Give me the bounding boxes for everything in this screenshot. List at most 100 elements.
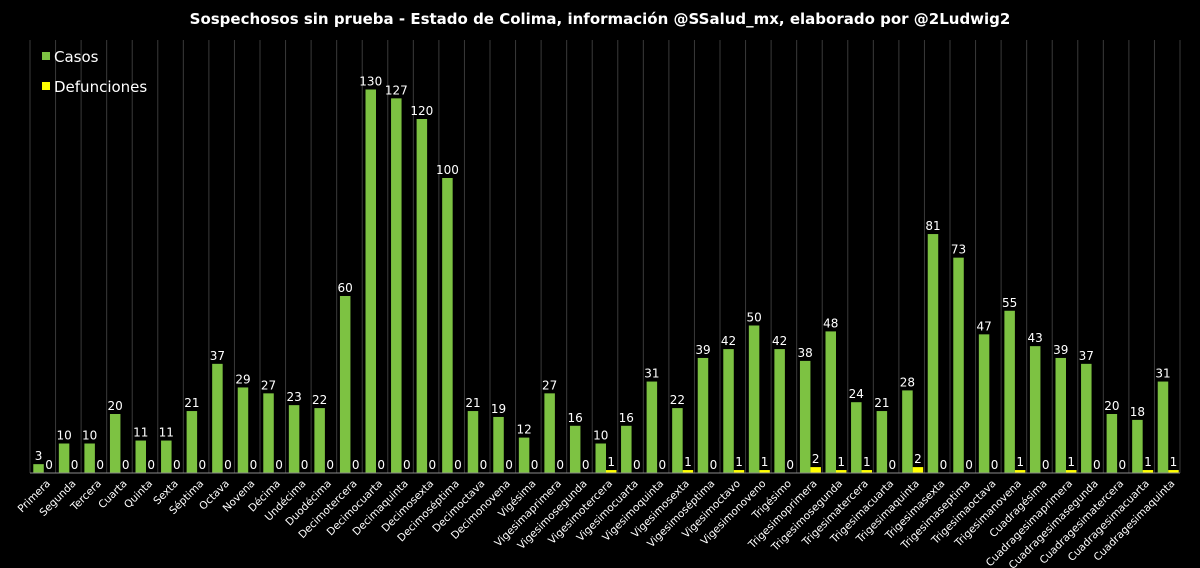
value-label-casos-decimoseptima: 100 xyxy=(436,163,459,177)
value-label-defunciones-trigesimoprimera: 2 xyxy=(812,452,820,466)
value-label-defunciones-decimoseptima: 0 xyxy=(454,458,462,472)
value-label-defunciones-trigesimasexta: 0 xyxy=(940,458,948,472)
value-label-defunciones-sexta: 0 xyxy=(173,458,181,472)
value-label-casos-decima: 27 xyxy=(261,378,276,392)
bar-casos-decimonovena xyxy=(493,416,504,473)
bar-casos-vigesimosegunda xyxy=(569,425,581,473)
bar-casos-trigesimaoctava xyxy=(978,334,990,473)
value-label-casos-decimaquinta: 127 xyxy=(385,83,408,97)
bar-casos-cuarta xyxy=(109,414,121,473)
value-label-casos-trigesimacuarta: 21 xyxy=(874,396,889,410)
value-label-casos-cuadragesima: 43 xyxy=(1028,331,1043,345)
value-label-casos-cuadragesimasegunda: 37 xyxy=(1079,349,1094,363)
bar-casos-vigesimonoveno xyxy=(748,325,760,473)
bar-casos-vigesimotercera xyxy=(595,443,606,473)
value-label-defunciones-septima: 0 xyxy=(199,458,207,472)
legend-label-defunciones: Defunciones xyxy=(54,78,147,96)
bar-casos-vigesimoquinta xyxy=(646,381,658,473)
value-label-defunciones-decimocuarta: 0 xyxy=(377,458,385,472)
value-label-defunciones-cuadragesimacuarta: 1 xyxy=(1144,455,1152,469)
value-label-casos-cuadragesimacuarta: 18 xyxy=(1130,405,1145,419)
value-label-casos-decimocuarta: 130 xyxy=(359,75,382,89)
bar-casos-sexta xyxy=(161,440,172,473)
value-label-casos-vigesimaprimera: 27 xyxy=(542,378,557,392)
bar-casos-cuadragesimasegunda xyxy=(1081,363,1092,473)
value-label-casos-trigesimoprimera: 38 xyxy=(798,346,813,360)
bar-casos-vigesima xyxy=(518,437,530,473)
bar-defunciones-vigesimonoveno xyxy=(759,470,770,473)
value-label-casos-vigesimoctavo: 42 xyxy=(721,334,736,348)
value-label-casos-trigesimasexta: 81 xyxy=(925,219,940,233)
value-label-casos-cuadragesimaquinta: 31 xyxy=(1155,367,1170,381)
value-label-defunciones-decimaquinta: 0 xyxy=(403,458,411,472)
value-label-casos-vigesimosexta: 22 xyxy=(670,393,685,407)
bar-casos-duodecima xyxy=(314,408,325,473)
value-label-defunciones-cuadragesimasegunda: 0 xyxy=(1093,458,1101,472)
bar-casos-vigesimaprimera xyxy=(544,393,555,473)
value-label-defunciones-trigesimaquinta: 2 xyxy=(914,452,922,466)
value-label-defunciones-vigesima: 0 xyxy=(531,458,539,472)
value-label-casos-trigesimatercera: 24 xyxy=(849,387,864,401)
value-label-defunciones-quinta: 0 xyxy=(147,458,155,472)
value-label-casos-quinta: 11 xyxy=(133,426,148,440)
value-label-defunciones-trigesimatercera: 1 xyxy=(863,455,871,469)
value-label-defunciones-vigesimaprimera: 0 xyxy=(556,458,564,472)
bar-casos-octava xyxy=(212,363,223,473)
value-label-defunciones-octava: 0 xyxy=(224,458,232,472)
value-label-defunciones-decimosexta: 0 xyxy=(429,458,437,472)
bar-defunciones-cuadragesimacuarta xyxy=(1142,470,1154,473)
bar-casos-decimocuarta xyxy=(365,89,376,473)
bar-casos-tercera xyxy=(84,443,95,473)
bar-casos-trigesimo xyxy=(774,349,785,473)
bar-casos-cuadragesimatercera xyxy=(1106,414,1118,473)
value-label-casos-vigesima: 12 xyxy=(516,423,531,437)
bar-casos-quinta xyxy=(135,440,146,473)
value-label-casos-decimonovena: 19 xyxy=(491,402,506,416)
value-label-casos-octava: 37 xyxy=(210,349,225,363)
bar-defunciones-trigesimatercera xyxy=(861,470,873,473)
bar-defunciones-trigesimaquinta xyxy=(912,467,924,473)
bar-casos-trigesimaseptima xyxy=(953,257,964,473)
gridlines xyxy=(29,40,1181,473)
bar-casos-trigesimacuarta xyxy=(876,411,888,473)
value-label-casos-sexta: 11 xyxy=(159,426,174,440)
value-label-defunciones-duodecima: 0 xyxy=(326,458,334,472)
bar-casos-cuadragesimaquinta xyxy=(1157,381,1169,473)
bar-casos-trigesimanovena xyxy=(1004,310,1015,473)
bar-casos-decima xyxy=(263,393,274,473)
value-label-defunciones-decimoctava: 0 xyxy=(480,458,488,472)
bar-casos-cuadragesimaprimera xyxy=(1055,357,1066,473)
value-label-casos-undecima: 23 xyxy=(286,390,301,404)
value-label-defunciones-vigesimoctavo: 1 xyxy=(735,455,743,469)
value-label-defunciones-segunda: 0 xyxy=(71,458,79,472)
value-label-casos-vigesimonoveno: 50 xyxy=(746,311,761,325)
value-label-defunciones-cuadragesimaquinta: 1 xyxy=(1170,455,1178,469)
bar-defunciones-cuadragesimaquinta xyxy=(1168,470,1179,473)
bar-casos-trigesimosegunda xyxy=(825,331,836,473)
bar-casos-vigesimoctavo xyxy=(723,349,734,473)
value-label-casos-decimotercera: 60 xyxy=(338,281,353,295)
bar-casos-decimaquinta xyxy=(391,98,402,473)
bar-casos-decimotercera xyxy=(339,296,351,473)
value-label-casos-decimosexta: 120 xyxy=(410,104,433,118)
value-label-casos-cuadragesimatercera: 20 xyxy=(1104,399,1119,413)
bar-defunciones-trigesimosegunda xyxy=(836,470,847,473)
bar-casos-decimoctava xyxy=(467,411,479,473)
value-label-casos-trigesimo: 42 xyxy=(772,334,787,348)
bar-casos-vigesimocuarta xyxy=(621,425,632,473)
bar-casos-decimoseptima xyxy=(442,178,453,473)
value-label-casos-cuarta: 20 xyxy=(108,399,123,413)
bar-defunciones-trigesimoprimera xyxy=(810,467,821,473)
value-label-defunciones-decima: 0 xyxy=(275,458,283,472)
value-label-defunciones-tercera: 0 xyxy=(96,458,104,472)
chart-title: Sospechosos sin prueba - Estado de Colim… xyxy=(190,10,1011,28)
legend-swatch-defunciones xyxy=(42,82,50,90)
value-label-casos-primera: 3 xyxy=(35,449,43,463)
value-label-defunciones-trigesimanovena: 1 xyxy=(1016,455,1024,469)
value-label-casos-segunda: 10 xyxy=(56,429,71,443)
bar-defunciones-vigesimoctavo xyxy=(733,470,745,473)
bar-casos-trigesimoprimera xyxy=(799,360,811,473)
value-label-defunciones-trigesimaseptima: 0 xyxy=(965,458,973,472)
value-label-defunciones-cuadragesima: 0 xyxy=(1042,458,1050,472)
